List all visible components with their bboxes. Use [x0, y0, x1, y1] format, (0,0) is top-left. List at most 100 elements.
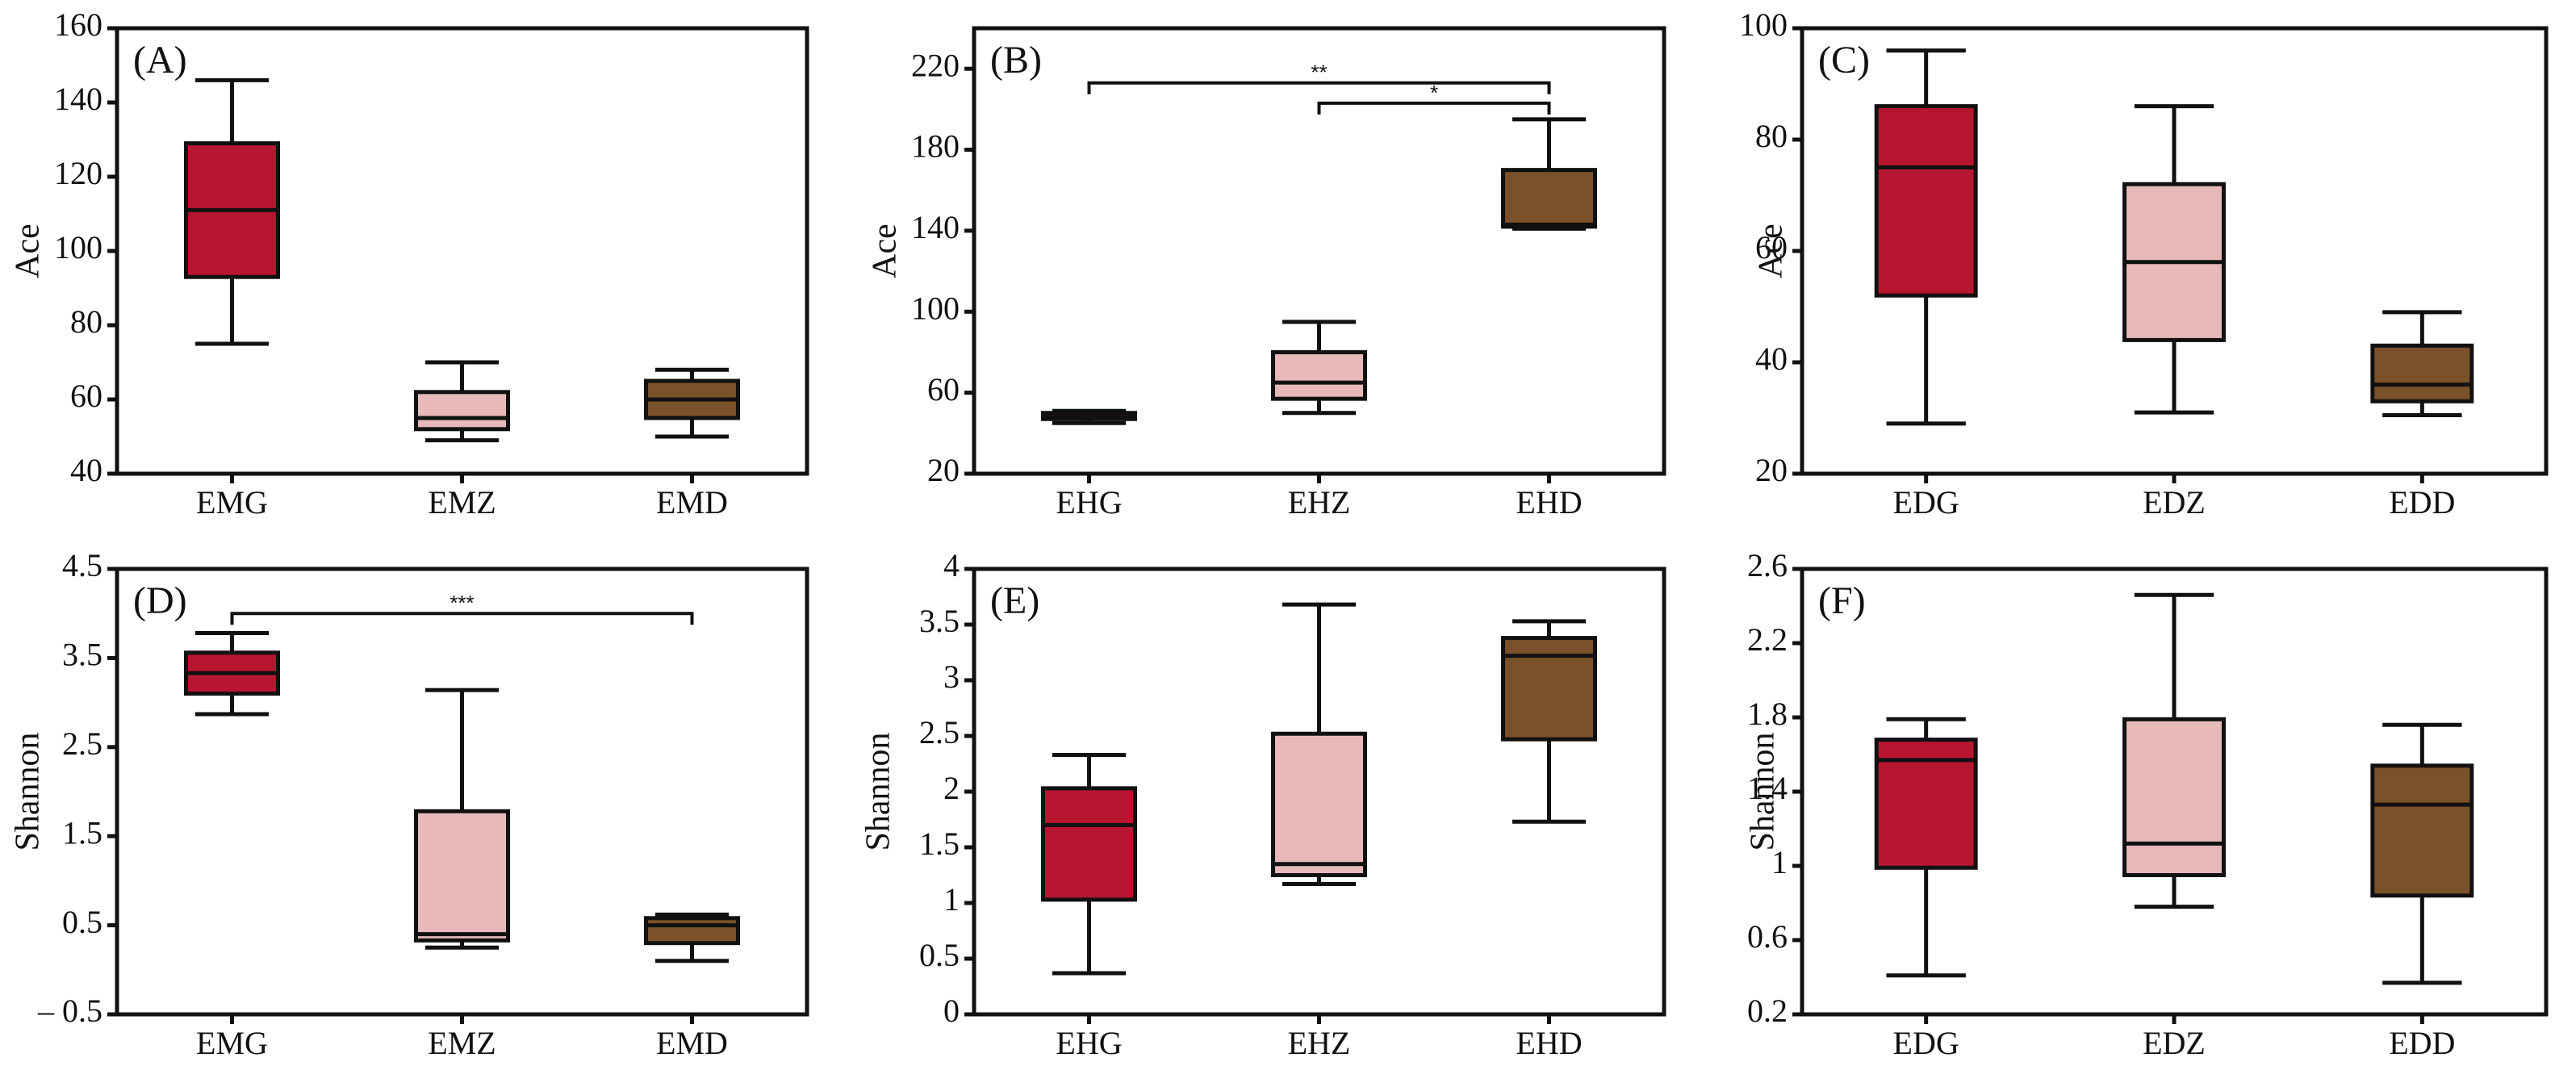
x-tick-label-emg: EMG [196, 484, 268, 520]
y-axis-title-b: Ace [867, 224, 904, 278]
x-tick-label-ehz: EHZ [1288, 1025, 1351, 1061]
box-emd [644, 367, 740, 439]
box-iqr [644, 916, 740, 946]
x-tick-label-ehg: EHG [1056, 484, 1122, 520]
x-tick-label-ehz: EHZ [1288, 484, 1351, 520]
panel-d: – 0.5 0.5 1.5 2.5 3.5 4.5 Shannon (D) EMG EMZ EMD *… [10, 547, 809, 1061]
y-tick-label-a: 80 [70, 303, 102, 340]
x-tick-label-edz: EDZ [2143, 484, 2206, 520]
box-iqr [2122, 717, 2226, 877]
y-tick-label-e: 2 [943, 770, 960, 806]
box-edd [2370, 310, 2474, 418]
significance-bracket: *** [230, 591, 694, 625]
x-tick-label-emg: EMG [196, 1025, 268, 1061]
y-tick-label-b: 180 [911, 128, 960, 165]
x-tick-label-emd: EMD [656, 484, 728, 520]
panel-f: 0.2 0.6 1 1.4 1.8 2.2 2.6 Shannon (F) EDG EDZ EDD [1745, 547, 2549, 1061]
significance-label: ** [1311, 61, 1327, 85]
box-ehz [1271, 320, 1367, 416]
y-tick-label-f: 2.2 [1747, 621, 1788, 658]
y-tick-label-f: 1.8 [1747, 696, 1788, 732]
box-iqr [414, 809, 510, 943]
y-tick-label-e: 0.5 [919, 937, 960, 973]
x-tick-label-edd: EDD [2389, 1025, 2455, 1061]
box-edz [2122, 592, 2226, 909]
box-iqr [1501, 168, 1597, 229]
box-ehg [1041, 408, 1137, 425]
x-tick-label-emz: EMZ [428, 484, 496, 520]
significance-bracket: ** [1087, 61, 1551, 94]
y-tick-label-b: 220 [911, 47, 960, 83]
box-edg [1874, 717, 1978, 978]
panel-label-b: (B) [990, 39, 1042, 82]
y-tick-label-f: 0.6 [1747, 918, 1788, 955]
y-tick-label-a: 60 [70, 378, 102, 414]
y-tick-label-c: 60 [1755, 229, 1788, 265]
box-emd [644, 912, 740, 964]
x-tick-label-edz: EDZ [2143, 1025, 2206, 1061]
y-tick-label-f: 2.6 [1747, 547, 1788, 583]
panel-label-e: (E) [990, 579, 1039, 622]
y-tick-label-e: 0 [943, 993, 960, 1029]
y-tick-label-c: 100 [1739, 6, 1788, 43]
panel-c: 20 40 60 80 100 Ace (C) EDG EDZ EDD [1739, 6, 2549, 520]
panel-label-a: (A) [133, 39, 187, 82]
y-tick-label-d: – 0.5 [37, 993, 102, 1029]
y-tick-label-b: 60 [927, 371, 960, 408]
x-tick-label-emd: EMD [656, 1025, 728, 1061]
box-ehg [1041, 752, 1137, 976]
box-iqr [2370, 343, 2474, 403]
box-iqr [1874, 104, 1978, 298]
y-tick-label-b: 140 [911, 209, 960, 245]
box-emz [414, 360, 510, 443]
y-tick-label-a: 160 [54, 6, 102, 43]
y-tick-label-e: 1 [943, 881, 960, 918]
x-tick-label-ehd: EHD [1516, 484, 1582, 520]
y-tick-label-d: 3.5 [62, 637, 102, 673]
y-tick-label-a: 120 [54, 155, 102, 191]
x-tick-label-edg: EDG [1893, 1025, 1959, 1061]
y-tick-label-e: 1.5 [919, 826, 960, 862]
y-tick-label-e: 4 [943, 547, 960, 583]
box-iqr [1501, 636, 1597, 742]
bracket-line [1087, 81, 1551, 94]
y-tick-label-c: 40 [1755, 341, 1788, 377]
y-tick-label-d: 4.5 [62, 547, 102, 583]
box-emz [414, 688, 510, 950]
box-emg [184, 77, 280, 346]
panel-e: 0 0.5 1 1.5 2 2.5 3 3.5 4 Shannon (E) EHG EHZ EHD [860, 547, 1666, 1061]
box-emg [184, 630, 280, 717]
box-iqr [1041, 786, 1137, 902]
panel-a: 40 60 80 100 120 140 160 Ace (A) EMG EMZ EMD [10, 6, 809, 520]
bracket-line [1317, 101, 1551, 115]
y-tick-label-f: 1 [1771, 844, 1788, 880]
y-tick-label-a: 100 [54, 229, 102, 265]
box-iqr [1271, 349, 1367, 401]
box-edz [2122, 104, 2226, 415]
y-tick-label-b: 100 [911, 290, 960, 326]
box-ehd [1501, 117, 1597, 231]
x-tick-label-ehd: EHD [1516, 1025, 1582, 1061]
y-axis-title-a: Ace [10, 224, 47, 278]
y-tick-label-c: 80 [1755, 118, 1788, 154]
box-edd [2370, 722, 2474, 985]
y-tick-label-c: 20 [1755, 452, 1788, 488]
y-axis-title-c: Ace [1753, 224, 1790, 278]
y-axis-title-d: Shannon [10, 733, 47, 851]
box-iqr [2370, 763, 2474, 898]
y-tick-label-e: 2.5 [919, 714, 960, 750]
box-edg [1874, 48, 1978, 426]
panel-label-d: (D) [133, 579, 187, 622]
x-tick-label-edg: EDG [1893, 484, 1959, 520]
box-iqr [1271, 731, 1367, 877]
x-tick-label-edd: EDD [2389, 484, 2455, 520]
box-ehz [1271, 602, 1367, 887]
x-tick-label-emz: EMZ [428, 1025, 496, 1061]
x-tick-label-ehg: EHG [1056, 1025, 1122, 1061]
y-tick-label-b: 20 [927, 452, 960, 488]
y-tick-label-f: 0.2 [1747, 993, 1788, 1029]
bracket-line [230, 612, 694, 625]
significance-label: * [1430, 81, 1438, 105]
